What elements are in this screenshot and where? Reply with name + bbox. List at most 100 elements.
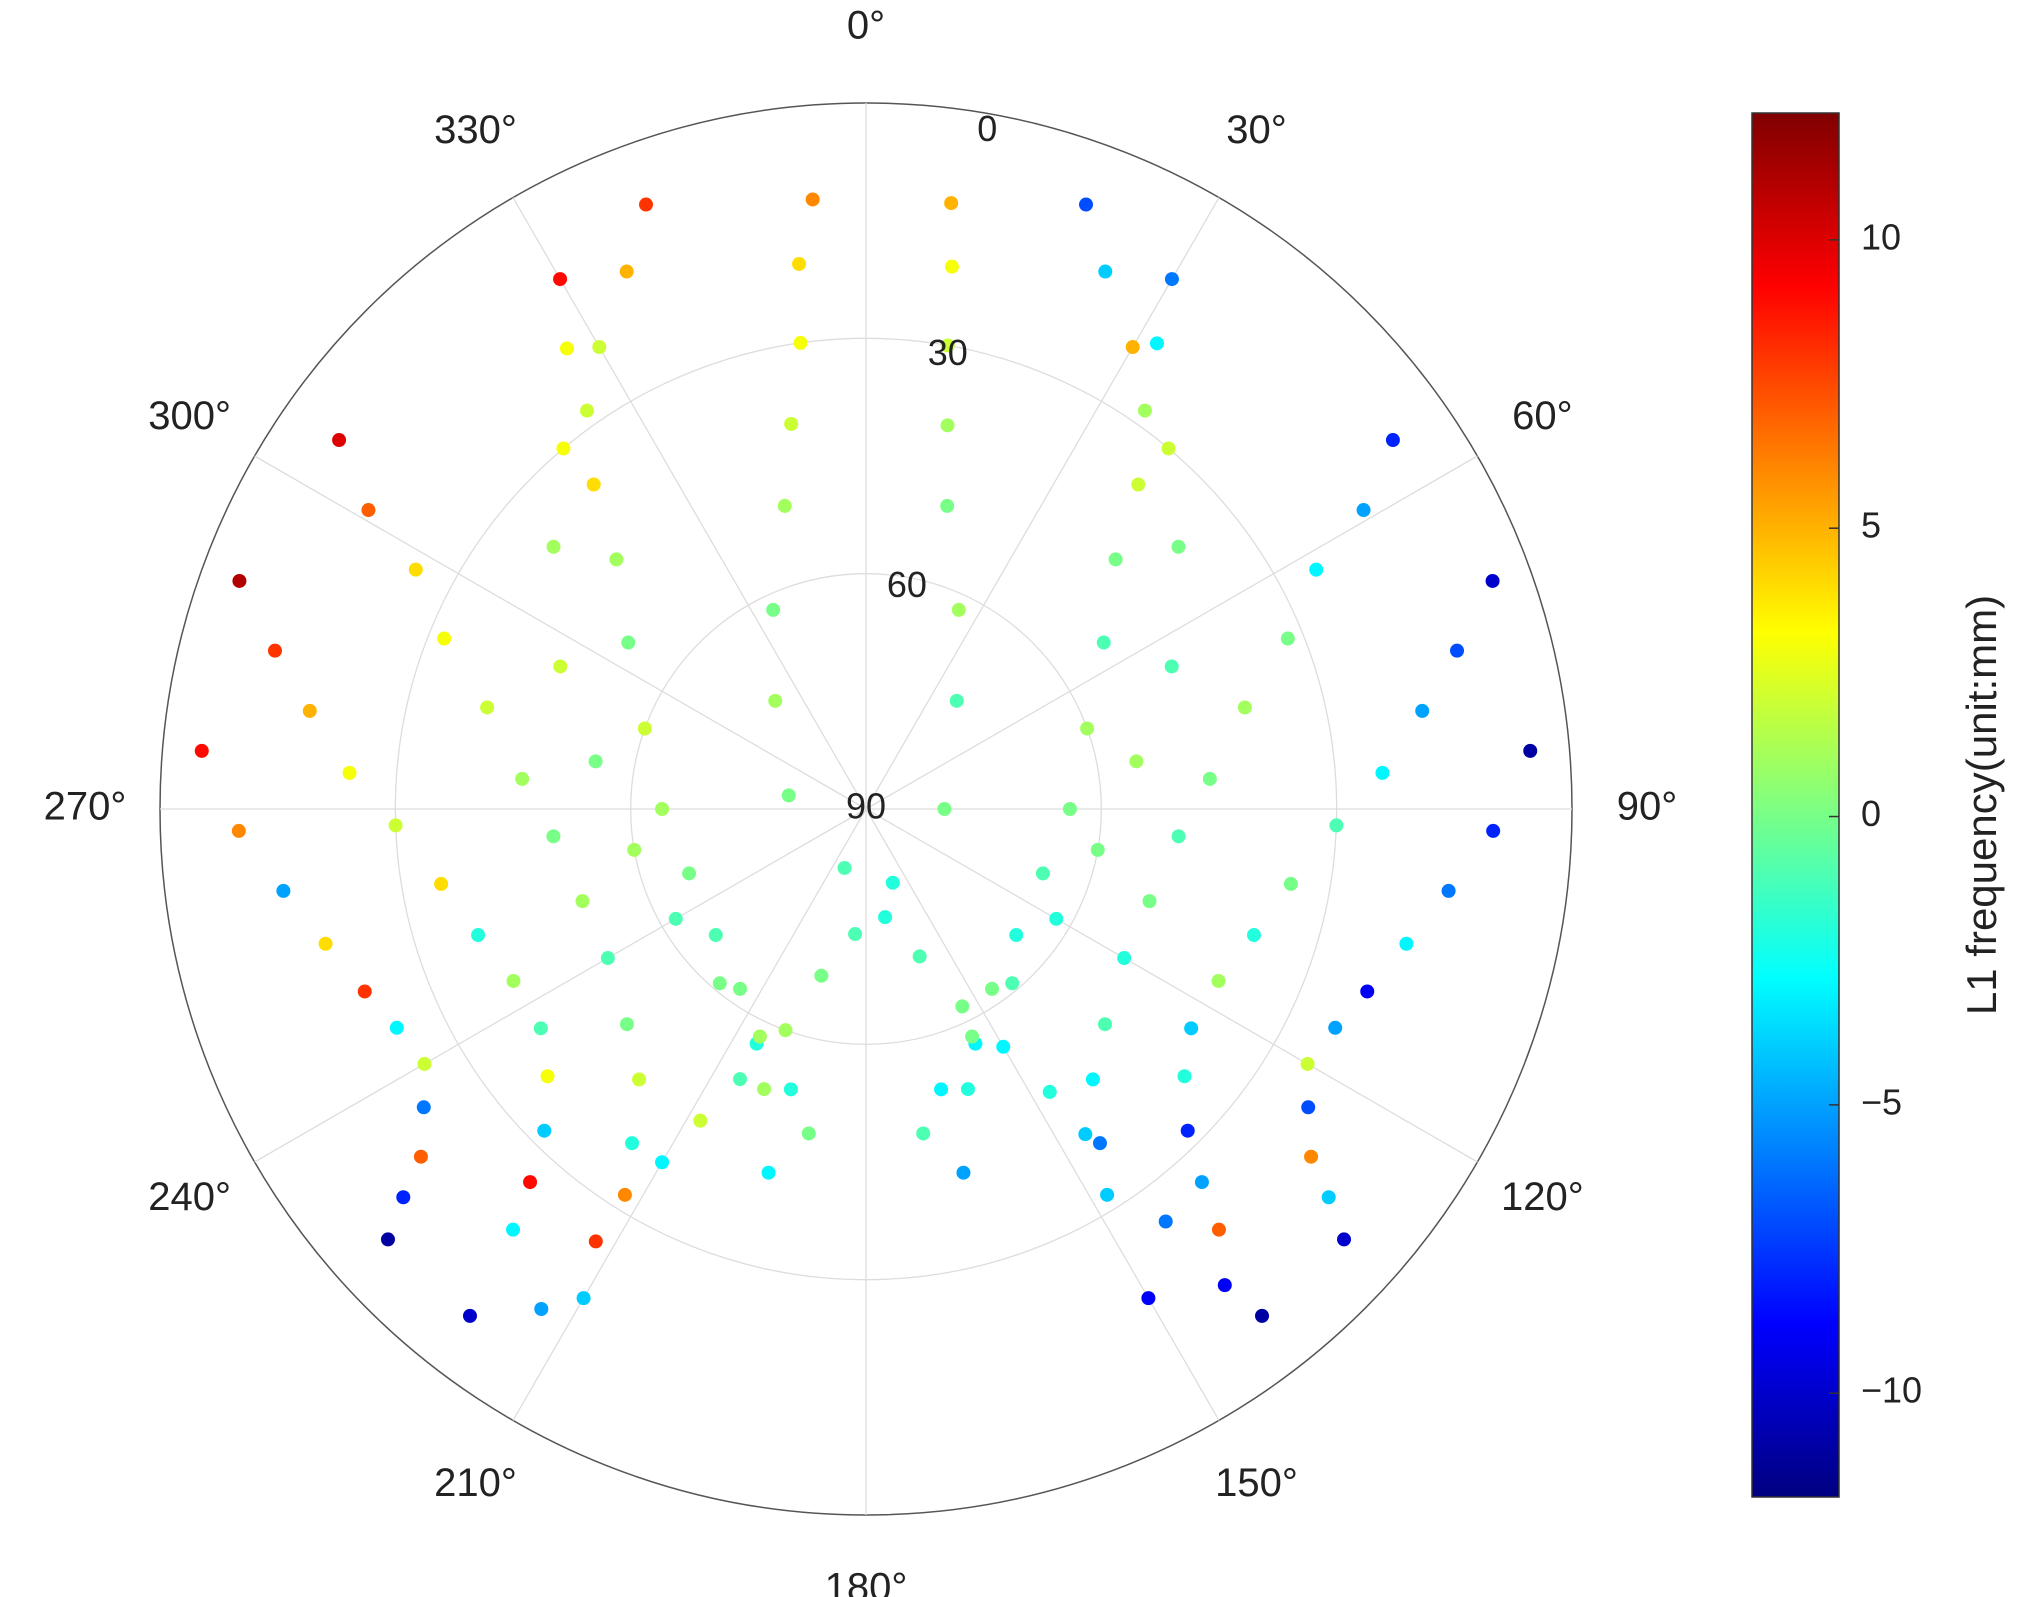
data-point bbox=[912, 949, 927, 964]
data-point bbox=[1098, 1017, 1113, 1032]
data-point bbox=[1142, 894, 1157, 909]
data-point bbox=[537, 1123, 552, 1138]
grid-spoke bbox=[865, 455, 1478, 810]
data-point bbox=[1085, 1072, 1100, 1087]
data-point bbox=[1164, 659, 1179, 674]
data-point bbox=[576, 1291, 591, 1306]
data-point bbox=[885, 875, 900, 890]
grid-spoke bbox=[865, 808, 1220, 1421]
data-point bbox=[944, 196, 959, 211]
data-point bbox=[761, 1165, 776, 1180]
data-point bbox=[592, 340, 607, 355]
data-point bbox=[712, 976, 727, 991]
data-point bbox=[462, 1308, 477, 1323]
data-point bbox=[949, 693, 964, 708]
data-point bbox=[575, 894, 590, 909]
r-tick-label: 0 bbox=[977, 108, 997, 149]
data-point bbox=[708, 928, 723, 943]
data-point bbox=[1009, 928, 1024, 943]
theta-tick-label: 210° bbox=[434, 1461, 517, 1505]
data-point bbox=[1211, 973, 1226, 988]
data-point bbox=[801, 1126, 816, 1141]
grid-spoke bbox=[254, 808, 867, 1163]
data-point bbox=[1194, 1175, 1209, 1190]
data-point bbox=[480, 700, 495, 715]
data-point bbox=[1237, 700, 1252, 715]
data-point bbox=[1441, 883, 1456, 898]
data-point bbox=[540, 1069, 555, 1084]
data-point bbox=[814, 968, 829, 983]
data-point bbox=[515, 771, 530, 786]
data-point bbox=[1125, 340, 1140, 355]
data-point bbox=[1117, 951, 1132, 966]
data-point bbox=[534, 1301, 549, 1316]
data-point bbox=[1129, 754, 1144, 769]
data-point bbox=[627, 842, 642, 857]
data-point bbox=[1092, 1136, 1107, 1151]
data-point bbox=[632, 1072, 647, 1087]
data-point bbox=[1246, 928, 1261, 943]
data-point bbox=[194, 743, 209, 758]
data-point bbox=[693, 1113, 708, 1128]
r-tick-label: 30 bbox=[928, 332, 968, 373]
data-point bbox=[276, 883, 291, 898]
data-point bbox=[944, 259, 959, 274]
data-point bbox=[792, 256, 807, 271]
points bbox=[194, 192, 1538, 1323]
grid-spoke bbox=[865, 197, 1220, 810]
data-point bbox=[1184, 1021, 1199, 1036]
data-point bbox=[1280, 631, 1295, 646]
data-point bbox=[1523, 743, 1538, 758]
data-point bbox=[232, 573, 247, 588]
data-point bbox=[1171, 829, 1186, 844]
data-point bbox=[1217, 1278, 1232, 1293]
data-point bbox=[1211, 1222, 1226, 1237]
data-point bbox=[332, 433, 347, 448]
data-point bbox=[267, 643, 282, 658]
data-point bbox=[1035, 866, 1050, 881]
theta-tick-label: 0° bbox=[847, 4, 885, 48]
data-point bbox=[916, 1126, 931, 1141]
colorbar-label: L1 frequency(unit:mm) bbox=[1958, 595, 2005, 1015]
data-point bbox=[1337, 1232, 1352, 1247]
data-point bbox=[625, 1136, 640, 1151]
data-point bbox=[231, 823, 246, 838]
data-point bbox=[621, 635, 636, 650]
data-point bbox=[1049, 911, 1064, 926]
data-point bbox=[1301, 1100, 1316, 1115]
data-point bbox=[506, 973, 521, 988]
data-point bbox=[408, 562, 423, 577]
data-point bbox=[361, 503, 376, 518]
data-point bbox=[1328, 1020, 1343, 1035]
colorbar-tick-label: −5 bbox=[1861, 1081, 1902, 1122]
data-point bbox=[588, 754, 603, 769]
theta-tick-label: 60° bbox=[1512, 394, 1573, 438]
data-point bbox=[1375, 765, 1390, 780]
data-point bbox=[556, 441, 571, 456]
data-point bbox=[318, 936, 333, 951]
data-point bbox=[580, 403, 595, 418]
data-point bbox=[940, 498, 955, 513]
data-point bbox=[619, 264, 634, 279]
data-point bbox=[1164, 272, 1179, 287]
data-point bbox=[1329, 818, 1344, 833]
colorbar-tick-label: −10 bbox=[1861, 1370, 1922, 1411]
data-point bbox=[586, 477, 601, 492]
colorbar-tick-label: 10 bbox=[1861, 216, 1901, 257]
data-point bbox=[965, 1029, 980, 1044]
data-point bbox=[940, 418, 955, 433]
data-point bbox=[302, 703, 317, 718]
data-point bbox=[546, 539, 561, 554]
grid-spoke bbox=[254, 455, 867, 810]
theta-tick-label: 240° bbox=[148, 1175, 231, 1219]
data-point bbox=[1042, 1084, 1057, 1099]
colorbar-tick-label: 0 bbox=[1861, 793, 1881, 834]
data-point bbox=[757, 1082, 772, 1097]
data-point bbox=[471, 928, 486, 943]
theta-tick-label: 30° bbox=[1226, 108, 1287, 152]
data-point bbox=[960, 1082, 975, 1097]
data-point bbox=[955, 999, 970, 1014]
data-point bbox=[553, 659, 568, 674]
data-point bbox=[1180, 1123, 1195, 1138]
